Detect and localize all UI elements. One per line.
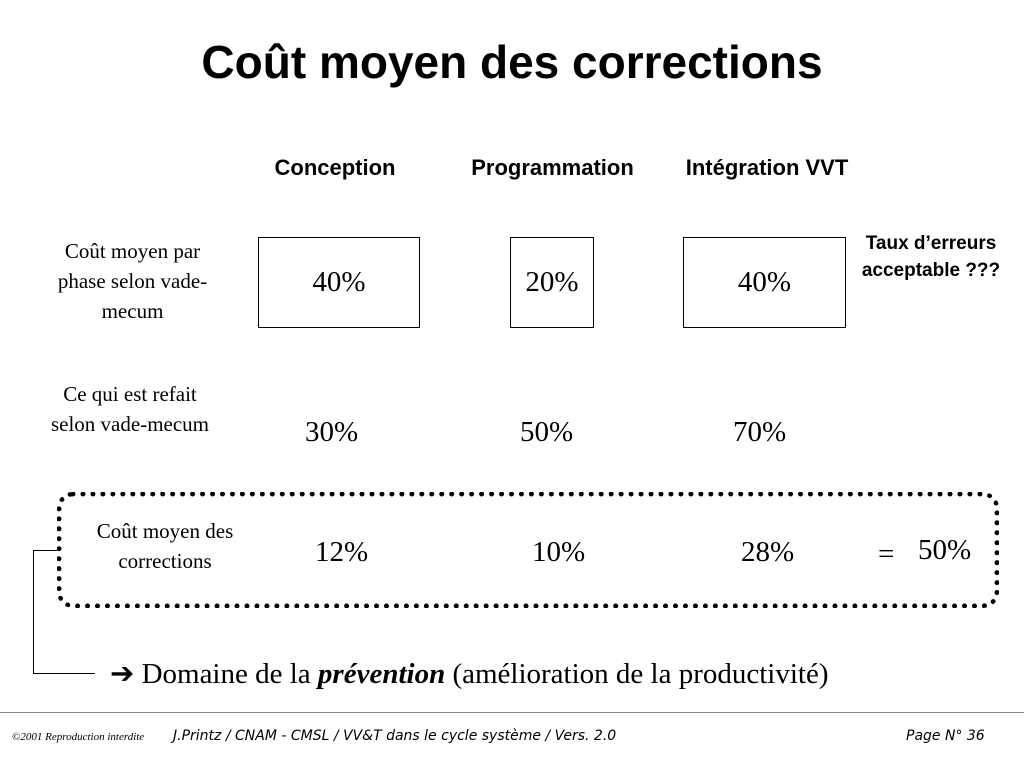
row-label-correction-cost: Coût moyen des corrections (96, 519, 234, 573)
value-box-programmation: 20% (510, 237, 594, 328)
row-label-cost-per-phase: Coût moyen par phase selon vade-mecum (57, 239, 208, 323)
value-correction-integration: 28% (741, 536, 795, 568)
bracket-bottom (33, 673, 95, 674)
footer-divider (0, 712, 1024, 713)
prevention-text-after: (amélioration de la productivité) (445, 658, 829, 690)
prevention-text-before: Domaine de la (141, 658, 318, 690)
footer-course-info: J.Printz / CNAM - CMSL / VV&T dans le cy… (173, 728, 617, 744)
value-correction-conception: 12% (315, 536, 369, 568)
bracket-top (33, 550, 57, 551)
value-cost-conception: 40% (312, 266, 366, 298)
equals-sign: = (878, 538, 895, 570)
column-header-programmation: Programmation (471, 155, 634, 180)
value-redone-conception: 30% (305, 416, 359, 448)
row-label-redone: Ce qui est refait selon vade-mecum (50, 382, 210, 436)
value-box-conception: 40% (258, 237, 420, 328)
value-redone-integration: 70% (733, 416, 787, 448)
value-redone-programmation: 50% (520, 416, 574, 448)
prevention-statement: ➔ Domaine de la prévention (amélioration… (110, 655, 829, 693)
prevention-emphasis: prévention (317, 658, 446, 690)
value-total: 50% (918, 534, 972, 566)
bracket-line (33, 550, 34, 673)
arrow-icon: ➔ (110, 658, 135, 690)
correction-cost-group (57, 492, 999, 608)
column-header-integration: Intégration VVT (685, 155, 849, 180)
side-note-acceptable-error-rate: Taux d’erreurs acceptable ??? (861, 233, 1001, 281)
page-title: Coût moyen des corrections (201, 36, 823, 88)
footer-copyright: ©2001 Reproduction interdite (12, 731, 145, 743)
footer-page-number: Page N° 36 (906, 728, 985, 744)
value-box-integration: 40% (683, 237, 846, 328)
value-cost-integration: 40% (737, 266, 792, 298)
value-cost-programmation: 20% (525, 266, 579, 298)
column-header-conception: Conception (274, 155, 396, 180)
value-correction-programmation: 10% (532, 536, 586, 568)
